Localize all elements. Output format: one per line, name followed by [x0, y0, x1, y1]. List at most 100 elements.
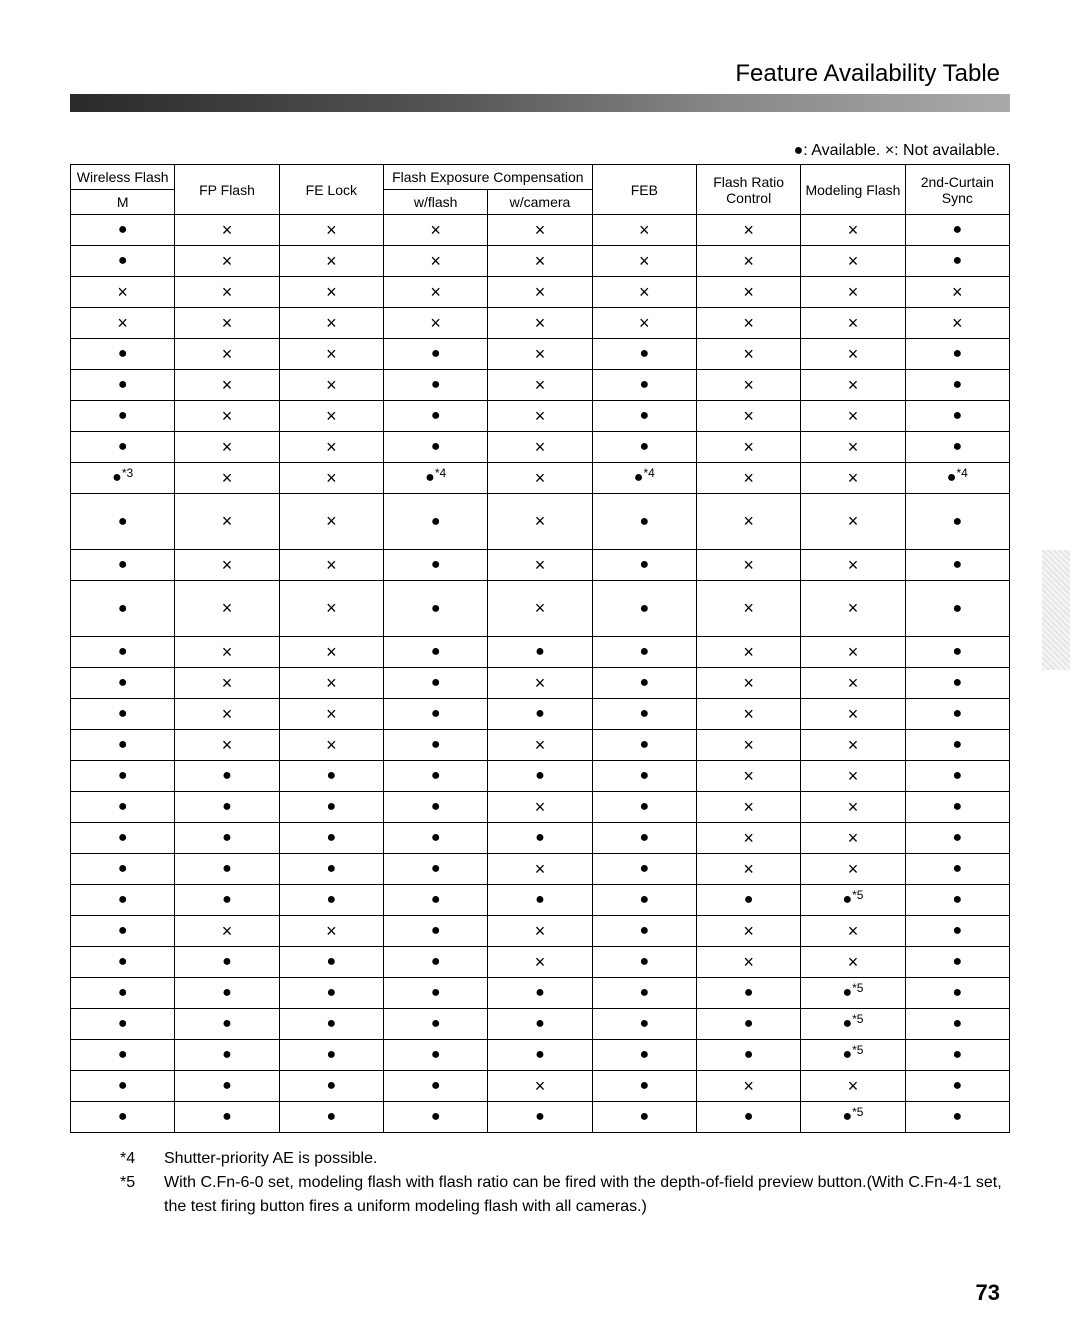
- table-cell: [175, 432, 279, 463]
- table-cell: [71, 947, 175, 978]
- table-cell: [905, 668, 1009, 699]
- table-cell: [592, 823, 696, 854]
- table-cell: [905, 761, 1009, 792]
- table-cell: [696, 854, 800, 885]
- table-cell: [488, 246, 592, 277]
- table-cell: [488, 916, 592, 947]
- table-cell: [488, 581, 592, 637]
- table-cell: [801, 463, 905, 494]
- table-cell: [905, 916, 1009, 947]
- table-cell: [801, 339, 905, 370]
- table-cell: [383, 246, 487, 277]
- col-header: FP Flash: [175, 165, 279, 215]
- table-cell: [592, 432, 696, 463]
- table-cell: [175, 699, 279, 730]
- table-row: [71, 699, 1010, 730]
- table-cell: [71, 308, 175, 339]
- feature-table: Wireless FlashFP FlashFE LockFlash Expos…: [70, 164, 1010, 1133]
- table-cell: [175, 637, 279, 668]
- table-cell: [175, 277, 279, 308]
- table-cell: [383, 1071, 487, 1102]
- page-title: Feature Availability Table: [70, 60, 1010, 88]
- table-cell: [592, 494, 696, 550]
- table-cell: [383, 550, 487, 581]
- table-cell: [175, 215, 279, 246]
- table-cell: [279, 1102, 383, 1133]
- table-row: [71, 1071, 1010, 1102]
- table-cell: [175, 668, 279, 699]
- table-cell: [488, 730, 592, 761]
- table-cell: [279, 854, 383, 885]
- table-cell: [383, 1009, 487, 1040]
- table-cell: [383, 401, 487, 432]
- table-cell: [175, 1071, 279, 1102]
- table-cell: [488, 463, 592, 494]
- table-cell: [175, 1102, 279, 1133]
- table-cell: [801, 637, 905, 668]
- table-cell: [488, 432, 592, 463]
- table-cell: [801, 823, 905, 854]
- table-cell: [696, 246, 800, 277]
- table-cell: [488, 1009, 592, 1040]
- table-row: [71, 550, 1010, 581]
- table-cell: [175, 1009, 279, 1040]
- side-texture: [1042, 550, 1070, 670]
- table-row: *5: [71, 1102, 1010, 1133]
- table-cell: [696, 730, 800, 761]
- table-cell: [71, 277, 175, 308]
- table-cell: [383, 215, 487, 246]
- table-cell: [383, 885, 487, 916]
- table-cell: [279, 463, 383, 494]
- table-cell: [279, 668, 383, 699]
- table-cell: [905, 277, 1009, 308]
- table-cell: [279, 947, 383, 978]
- table-cell: [905, 730, 1009, 761]
- table-cell: [279, 215, 383, 246]
- table-cell: [696, 463, 800, 494]
- table-cell: [279, 308, 383, 339]
- table-cell: [592, 401, 696, 432]
- table-cell: *4: [592, 463, 696, 494]
- table-cell: [905, 1009, 1009, 1040]
- table-cell: [488, 401, 592, 432]
- table-cell: [696, 339, 800, 370]
- table-cell: [71, 494, 175, 550]
- table-cell: [383, 699, 487, 730]
- table-row: [71, 823, 1010, 854]
- table-cell: [383, 1102, 487, 1133]
- table-cell: [801, 761, 905, 792]
- table-cell: [696, 1071, 800, 1102]
- table-cell: *5: [801, 885, 905, 916]
- table-cell: [592, 854, 696, 885]
- legend: ●: Available. ×: Not available.: [70, 142, 1010, 160]
- table-cell: [905, 215, 1009, 246]
- table-cell: [383, 277, 487, 308]
- table-cell: [592, 978, 696, 1009]
- table-cell: [696, 550, 800, 581]
- table-cell: [905, 978, 1009, 1009]
- table-cell: [592, 308, 696, 339]
- col-header: Flash Exposure Compensation: [383, 165, 592, 190]
- table-cell: [801, 246, 905, 277]
- table-cell: [71, 761, 175, 792]
- table-cell: [488, 370, 592, 401]
- table-cell: [175, 246, 279, 277]
- table-row: [71, 761, 1010, 792]
- table-cell: [592, 761, 696, 792]
- table-cell: [279, 550, 383, 581]
- table-cell: [383, 308, 487, 339]
- table-cell: [592, 370, 696, 401]
- table-cell: [696, 947, 800, 978]
- table-cell: [175, 916, 279, 947]
- table-cell: [175, 401, 279, 432]
- table-cell: [801, 494, 905, 550]
- table-cell: [801, 432, 905, 463]
- table-cell: [383, 1040, 487, 1071]
- footnotes: *4Shutter-priority AE is possible.*5With…: [70, 1147, 1010, 1219]
- table-header: Wireless FlashFP FlashFE LockFlash Expos…: [71, 165, 1010, 215]
- table-cell: [383, 432, 487, 463]
- table-row: [71, 401, 1010, 432]
- table-cell: [71, 823, 175, 854]
- table-cell: [905, 1040, 1009, 1071]
- table-cell: [592, 215, 696, 246]
